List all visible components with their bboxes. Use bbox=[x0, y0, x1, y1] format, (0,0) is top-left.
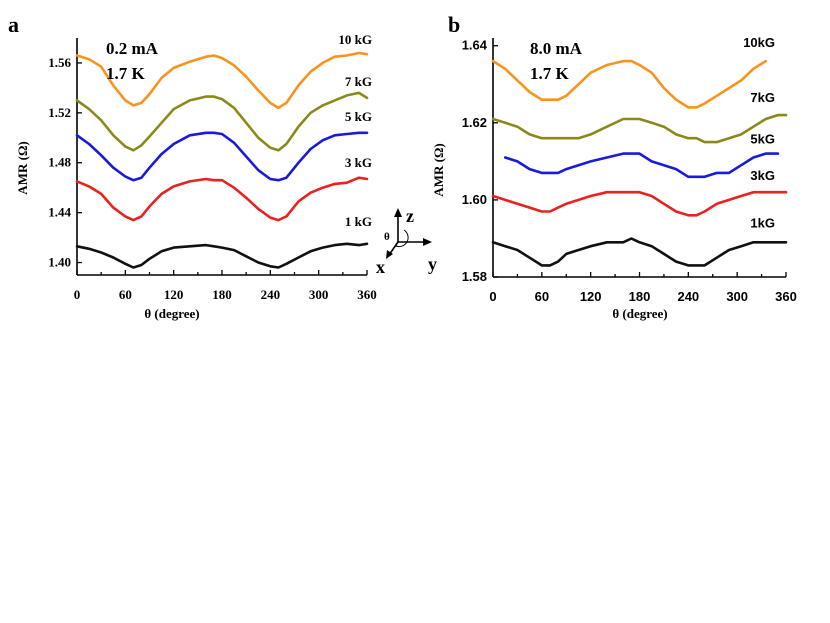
y-arrowhead bbox=[423, 238, 432, 246]
y-tick-label: 1.44 bbox=[48, 205, 71, 220]
panel-a-y-axis-title: AMR (Ω) bbox=[15, 141, 30, 194]
series-line-1kg bbox=[491, 237, 788, 267]
x-tick-label: 180 bbox=[629, 289, 651, 304]
series-label-3kg: 3 kG bbox=[345, 155, 372, 170]
series-label-7kg: 7 kG bbox=[345, 74, 372, 89]
x-tick-label: 180 bbox=[212, 287, 232, 302]
series-label-1kg: 1 kG bbox=[345, 214, 372, 229]
y-tick-label: 1.62 bbox=[462, 115, 487, 130]
series-label-5kg: 5kG bbox=[750, 132, 775, 147]
series-label-10kg: 10kG bbox=[743, 35, 775, 50]
theta-rotation-arc bbox=[395, 229, 409, 248]
series-line-3kg bbox=[75, 176, 369, 222]
panel-a-temperature: 1.7 K bbox=[106, 64, 146, 83]
panel-b-temperature: 1.7 K bbox=[530, 64, 570, 83]
y-tick-label: 1.60 bbox=[462, 192, 487, 207]
panel-a-curves bbox=[75, 51, 369, 269]
series-line-7kg bbox=[491, 113, 788, 144]
panel-b: b 0 60 120 180 240 300 360 1.58 1.60 1.62 1.64 10k… bbox=[431, 12, 797, 321]
series-line-1kg bbox=[75, 242, 369, 269]
panel-b-curves bbox=[491, 59, 788, 267]
y-tick-label: 1.48 bbox=[48, 155, 71, 170]
panel-b-current: 8.0 mA bbox=[530, 39, 583, 58]
x-tick-label: 60 bbox=[535, 289, 549, 304]
x-tick-label: 0 bbox=[74, 287, 81, 302]
panel-b-y-axis-title: AMR (Ω) bbox=[431, 143, 446, 196]
panel-b-axes: 0 60 120 180 240 300 360 1.58 1.60 1.62 1.64 bbox=[462, 38, 797, 304]
y-tick-label: 1.64 bbox=[462, 38, 488, 53]
x-tick-label: 0 bbox=[489, 289, 496, 304]
z-axis-label: z bbox=[406, 206, 414, 226]
x-tick-label: 120 bbox=[164, 287, 184, 302]
series-label-7kg: 7kG bbox=[750, 90, 775, 105]
y-tick-label: 1.52 bbox=[48, 105, 71, 120]
panel-a-current: 0.2 mA bbox=[106, 39, 159, 58]
series-label-5kg: 5 kG bbox=[345, 109, 372, 124]
theta-label: θ bbox=[384, 231, 390, 243]
series-line-10kg bbox=[75, 51, 369, 110]
x-tick-label: 60 bbox=[119, 287, 132, 302]
panel-b-series-labels: 10kG 7kG 5kG 3kG 1kG bbox=[743, 35, 775, 230]
panel-a-letter: a bbox=[8, 12, 19, 37]
series-line-5kg bbox=[75, 131, 369, 182]
panel-b-letter: b bbox=[448, 12, 460, 37]
series-line-3kg bbox=[491, 190, 788, 217]
panel-a-x-axis-title: θ (degree) bbox=[144, 306, 199, 321]
series-label-10kg: 10 kG bbox=[338, 32, 372, 47]
series-label-3kg: 3kG bbox=[750, 168, 775, 183]
y-axis-label: y bbox=[428, 254, 437, 274]
series-line-5kg bbox=[503, 152, 780, 179]
x-tick-label: 300 bbox=[309, 287, 329, 302]
z-arrowhead bbox=[394, 208, 402, 217]
panel-a-axes: 0 60 120 180 240 300 360 1.40 1.44 1.48 1.52 1.56 bbox=[48, 38, 377, 302]
y-tick-label: 1.56 bbox=[48, 55, 71, 70]
coordinate-axes-icon: z y x θ bbox=[376, 206, 437, 277]
series-line-10kg bbox=[491, 59, 767, 109]
panel-a: a 0 60 120 180 240 300 360 1.40 1.44 1.48 1.52 1.56… bbox=[8, 12, 377, 321]
panel-b-x-axis-title: θ (degree) bbox=[612, 306, 667, 321]
y-tick-label: 1.40 bbox=[48, 255, 71, 270]
x-tick-label: 240 bbox=[677, 289, 699, 304]
x-tick-label: 240 bbox=[261, 287, 281, 302]
x-arrowhead bbox=[386, 250, 393, 259]
panel-a-series-labels: 10 kG 7 kG 5 kG 3 kG 1 kG bbox=[338, 32, 372, 229]
series-label-1kg: 1kG bbox=[750, 215, 775, 230]
x-axis-label: x bbox=[376, 257, 385, 277]
x-tick-label: 120 bbox=[580, 289, 602, 304]
x-tick-label: 360 bbox=[357, 287, 377, 302]
x-tick-label: 360 bbox=[775, 289, 797, 304]
x-tick-label: 300 bbox=[726, 289, 748, 304]
y-tick-label: 1.58 bbox=[462, 269, 487, 284]
series-line-7kg bbox=[75, 91, 369, 152]
